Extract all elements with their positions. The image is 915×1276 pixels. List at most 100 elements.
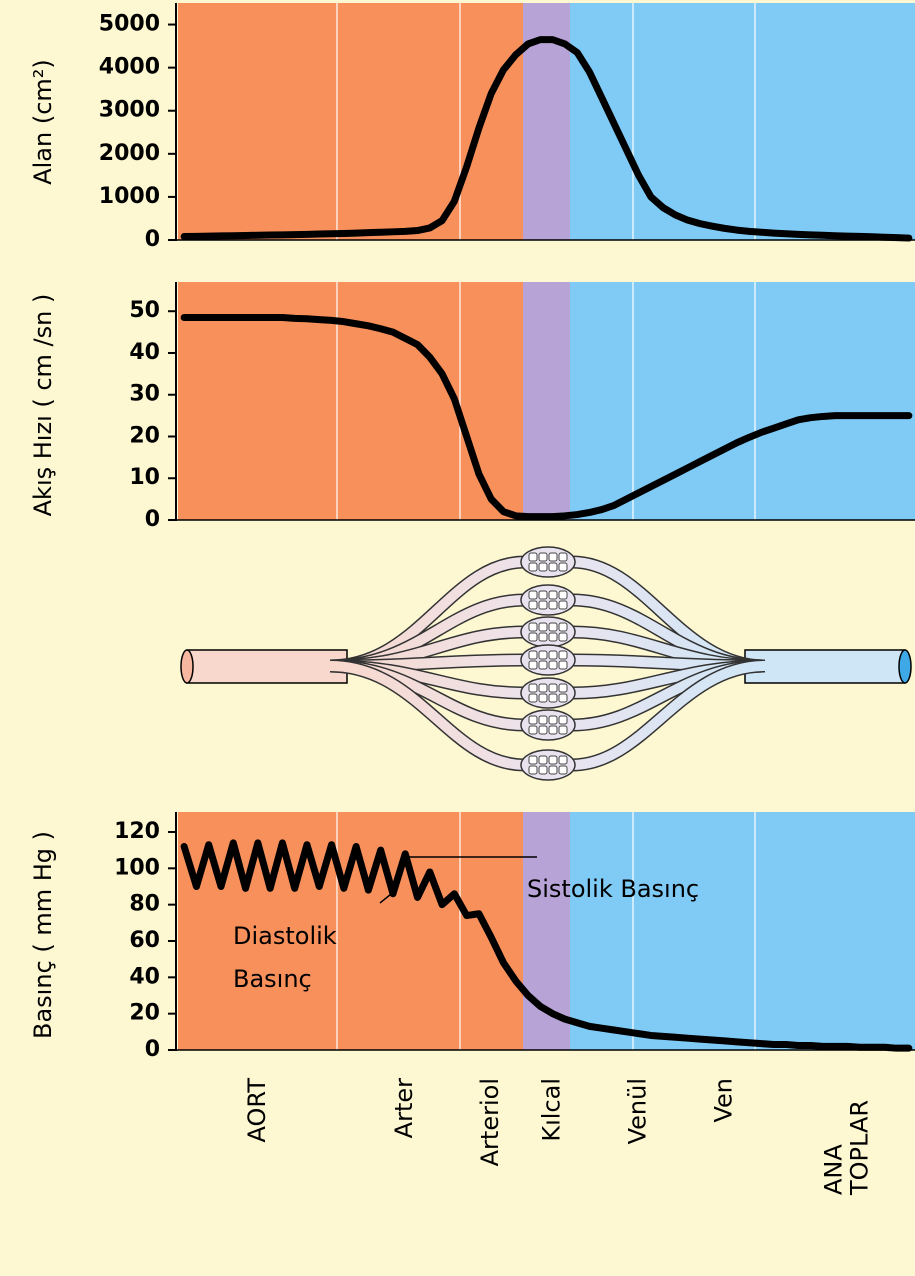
capillary-bed	[521, 678, 575, 708]
capillary-cell	[549, 633, 557, 641]
vein-end	[899, 650, 911, 683]
capillary-cell	[549, 563, 557, 571]
artery-tube	[187, 650, 347, 683]
capillary-cell	[559, 601, 567, 609]
y-tick-label: 0	[145, 507, 160, 532]
region-artery	[178, 3, 523, 240]
y-axis-label: Akış Hızı ( cm /sn )	[29, 294, 57, 517]
capillary-cell	[559, 661, 567, 669]
capillary-cell	[539, 726, 547, 734]
capillary-cell	[539, 651, 547, 659]
capillary-cell	[559, 726, 567, 734]
capillary-cell	[559, 633, 567, 641]
capillary-cell	[559, 651, 567, 659]
capillary-cell	[559, 553, 567, 561]
capillary-cell	[529, 623, 537, 631]
capillary-cell	[559, 756, 567, 764]
annotation: Sistolik Basınç	[527, 875, 699, 903]
capillary-cell	[539, 756, 547, 764]
y-axis-label: Alan (cm²)	[29, 59, 57, 185]
capillary-cell	[539, 591, 547, 599]
capillary-cell	[559, 766, 567, 774]
x-tick-label: Arter	[390, 1078, 418, 1138]
y-tick-label: 3000	[99, 98, 160, 123]
capillary-cell	[549, 694, 557, 702]
capillary-cell	[559, 684, 567, 692]
artery-end	[181, 650, 193, 683]
figure: 010002000300040005000Alan (cm²)010203040…	[0, 0, 915, 1276]
y-tick-label: 0	[145, 1037, 160, 1062]
region-vein	[570, 3, 915, 240]
y-tick-label: 1000	[99, 184, 160, 209]
y-tick-label: 100	[114, 855, 160, 880]
capillary-cell	[539, 623, 547, 631]
capillary-cell	[529, 601, 537, 609]
y-tick-label: 0	[145, 227, 160, 252]
capillary-cell	[529, 694, 537, 702]
region-vein	[570, 812, 915, 1050]
capillary-cell	[529, 661, 537, 669]
capillary-cell	[549, 601, 557, 609]
y-tick-label: 20	[129, 423, 160, 448]
capillary-cell	[549, 766, 557, 774]
y-tick-label: 30	[129, 382, 160, 407]
capillary-cell	[559, 716, 567, 724]
y-axis-label: Basınç ( mm Hg )	[29, 831, 57, 1039]
x-tick-label: Arteriol	[476, 1078, 504, 1166]
region-vein	[570, 282, 915, 520]
capillary-bed	[521, 617, 575, 647]
capillary-cell	[539, 716, 547, 724]
capillary-cell	[549, 716, 557, 724]
capillary-cell	[559, 694, 567, 702]
vein-tube	[745, 650, 905, 683]
capillary-cell	[529, 684, 537, 692]
page: 010002000300040005000Alan (cm²)010203040…	[0, 0, 915, 1276]
x-tick-label: AORT	[243, 1078, 271, 1143]
capillary-cell	[549, 591, 557, 599]
capillary-bed	[521, 547, 575, 577]
capillary-bed	[521, 750, 575, 780]
y-tick-label: 10	[129, 465, 160, 490]
x-tick-label: Kılcal	[538, 1078, 566, 1142]
capillary-cell	[559, 623, 567, 631]
y-tick-label: 40	[129, 964, 160, 989]
capillary-cell	[549, 684, 557, 692]
capillary-cell	[539, 633, 547, 641]
capillary-cell	[529, 591, 537, 599]
capillary-cell	[549, 756, 557, 764]
region-capillary	[523, 282, 570, 520]
y-tick-label: 4000	[99, 55, 160, 80]
capillary-cell	[529, 563, 537, 571]
capillary-cell	[529, 651, 537, 659]
capillary-cell	[539, 684, 547, 692]
capillary-cell	[549, 661, 557, 669]
capillary-bed	[521, 710, 575, 740]
y-tick-label: 80	[129, 892, 160, 917]
capillary-cell	[539, 553, 547, 561]
x-tick-label: Venül	[624, 1078, 652, 1144]
region-capillary	[523, 812, 570, 1050]
capillary-cell	[539, 601, 547, 609]
capillary-cell	[559, 563, 567, 571]
capillary-cell	[529, 633, 537, 641]
capillary-cell	[549, 623, 557, 631]
capillary-cell	[549, 651, 557, 659]
capillary-bed	[521, 645, 575, 675]
capillary-cell	[529, 716, 537, 724]
x-tick-label: Ven	[710, 1078, 738, 1123]
y-tick-label: 120	[114, 819, 160, 844]
capillary-cell	[539, 766, 547, 774]
y-tick-label: 50	[129, 298, 160, 323]
y-tick-label: 60	[129, 928, 160, 953]
capillary-cell	[529, 726, 537, 734]
capillary-cell	[539, 661, 547, 669]
capillary-cell	[529, 553, 537, 561]
capillary-cell	[549, 726, 557, 734]
capillary-cell	[549, 553, 557, 561]
y-tick-label: 5000	[99, 12, 160, 37]
capillary-cell	[539, 694, 547, 702]
annotation: Diastolik	[233, 922, 337, 950]
capillary-cell	[559, 591, 567, 599]
y-tick-label: 40	[129, 340, 160, 365]
capillary-cell	[529, 756, 537, 764]
